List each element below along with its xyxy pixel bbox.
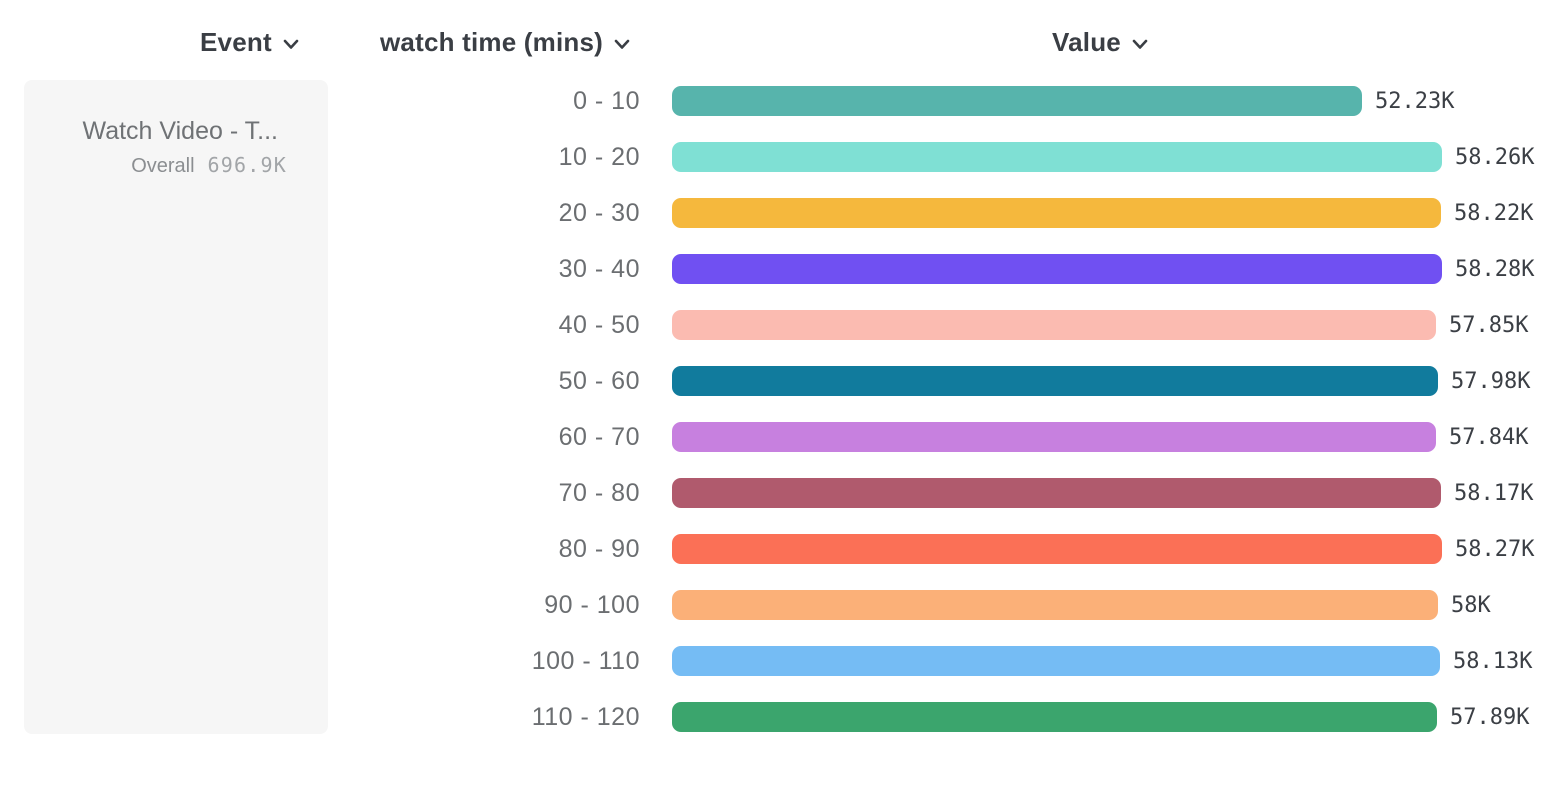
category-label: 10 - 20 [558, 143, 640, 171]
value-label: 58.13K [1453, 649, 1533, 674]
bar-segment[interactable] [672, 590, 1438, 620]
chart-row: 90 - 100 58K [0, 590, 1568, 620]
value-label: 52.23K [1375, 89, 1455, 114]
bar-segment[interactable] [672, 422, 1436, 452]
value-label: 58.26K [1455, 145, 1535, 170]
value-label: 57.85K [1449, 313, 1529, 338]
category-label: 60 - 70 [558, 423, 640, 451]
chevron-down-icon [1132, 39, 1148, 49]
overall-value: 696.9K [207, 153, 287, 177]
chart-row: 0 - 10 52.23K [0, 86, 1568, 116]
value-label: 58.27K [1455, 537, 1535, 562]
bar-segment[interactable] [672, 366, 1438, 396]
chart-row: 100 - 110 58.13K [0, 646, 1568, 676]
event-column-label: Event [200, 26, 272, 57]
bar-segment[interactable] [672, 310, 1436, 340]
bar-segment[interactable] [672, 478, 1441, 508]
event-name: Watch Video - T... [82, 117, 278, 145]
value-label: 57.84K [1449, 425, 1529, 450]
chart-row: 60 - 70 57.84K [0, 422, 1568, 452]
bar-segment[interactable] [672, 534, 1442, 564]
category-label: 40 - 50 [558, 311, 640, 339]
value-label: 57.98K [1451, 369, 1531, 394]
value-label: 58.28K [1455, 257, 1535, 282]
chart-row: 70 - 80 58.17K [0, 478, 1568, 508]
bar-segment[interactable] [672, 646, 1440, 676]
category-label: 30 - 40 [558, 255, 640, 283]
value-column-dropdown[interactable]: Value [1052, 26, 1148, 58]
bar-segment[interactable] [672, 702, 1437, 732]
value-label: 58.22K [1454, 201, 1534, 226]
value-label: 58.17K [1454, 481, 1534, 506]
category-label: 80 - 90 [558, 535, 640, 563]
category-label: 50 - 60 [558, 367, 640, 395]
category-label: 90 - 100 [544, 591, 640, 619]
category-label: 110 - 120 [531, 703, 640, 731]
chart-row: 50 - 60 57.98K [0, 366, 1568, 396]
category-label: 70 - 80 [558, 479, 640, 507]
bar-segment[interactable] [672, 86, 1362, 116]
series-column-label: watch time (mins) [380, 26, 603, 57]
bar-segment[interactable] [672, 142, 1442, 172]
category-label: 0 - 10 [573, 87, 640, 115]
series-column-dropdown[interactable]: watch time (mins) [380, 26, 630, 58]
bar-segment[interactable] [672, 254, 1442, 284]
bar-segment[interactable] [672, 198, 1441, 228]
event-column-dropdown[interactable]: Event [200, 26, 299, 58]
event-legend-card[interactable]: Watch Video - T... Overall 696.9K [24, 80, 328, 734]
category-label: 20 - 30 [558, 199, 640, 227]
value-column-label: Value [1052, 26, 1121, 57]
value-label: 57.89K [1450, 705, 1530, 730]
chart-row: 10 - 20 58.26K [0, 142, 1568, 172]
chevron-down-icon [283, 39, 299, 49]
value-label: 58K [1451, 593, 1491, 618]
category-label: 100 - 110 [531, 647, 640, 675]
chart-row: 20 - 30 58.22K [0, 198, 1568, 228]
chart-row: 110 - 120 57.89K [0, 702, 1568, 732]
chart-row: 80 - 90 58.27K [0, 534, 1568, 564]
event-overall-row: Overall 696.9K [24, 153, 287, 178]
chevron-down-icon [614, 39, 630, 49]
chart-row: 40 - 50 57.85K [0, 310, 1568, 340]
overall-label: Overall [131, 155, 195, 177]
chart-row: 30 - 40 58.28K [0, 254, 1568, 284]
